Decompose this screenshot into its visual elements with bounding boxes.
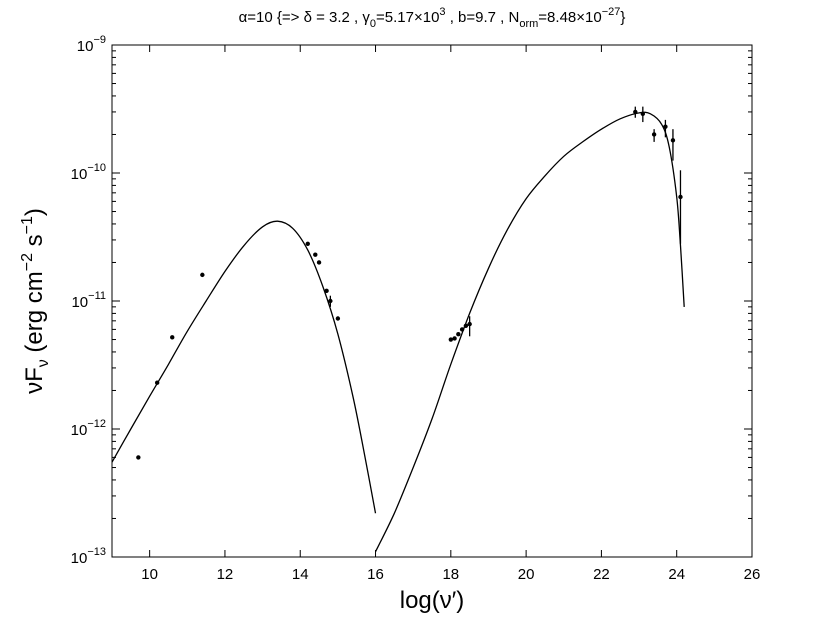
x-tick-label: 16 [367, 566, 384, 583]
data-point [663, 124, 668, 129]
y-axis-label: νFν (erg cm−2 s−1) [19, 208, 52, 394]
data-point [313, 252, 318, 257]
data-points [136, 106, 683, 460]
y-tick-label: 10−12 [71, 418, 106, 439]
x-tick-label: 20 [518, 566, 535, 583]
model-curve-2 [374, 111, 685, 552]
data-point [456, 332, 461, 337]
data-point [200, 272, 205, 278]
data-point [316, 260, 322, 265]
data-point [678, 194, 683, 200]
model-curves [111, 111, 685, 552]
chart-title: α=10 {=> δ = 3.2 , γ0=5.17×103 , b=9.7 ,… [239, 6, 626, 30]
y-axis: 10−13 10−12 10−11 10−10 10−9 [71, 34, 752, 567]
data-point [467, 321, 472, 327]
x-tick-label: 24 [668, 566, 685, 583]
x-tick-label: 10 [141, 566, 158, 583]
x-tick-label: 26 [744, 566, 761, 583]
data-point [324, 288, 329, 294]
data-point [670, 138, 676, 143]
data-point [463, 323, 469, 329]
data-point [448, 337, 454, 342]
x-axis: 10 12 14 16 18 20 22 24 26 [141, 45, 760, 583]
plot-frame [111, 44, 753, 558]
data-point [452, 336, 457, 341]
data-point [328, 298, 333, 304]
x-axis-label: log(ν′) [400, 587, 465, 614]
x-tick-label: 18 [442, 566, 459, 583]
x-tick-label: 12 [217, 566, 234, 583]
data-point [335, 316, 341, 321]
x-tick-label: 14 [292, 566, 309, 583]
data-point [651, 132, 657, 137]
data-point [305, 241, 310, 246]
data-point [170, 335, 175, 340]
data-point [633, 109, 638, 115]
y-tick-label: 10−9 [77, 34, 106, 55]
data-point [459, 327, 465, 332]
y-tick-label: 10−13 [71, 546, 106, 567]
x-tick-label: 22 [593, 566, 610, 583]
data-point [640, 111, 646, 117]
y-tick-label: 10−10 [71, 162, 106, 183]
data-point [136, 455, 141, 460]
y-tick-label: 10−11 [71, 290, 106, 311]
model-curve-1 [111, 220, 377, 514]
data-point [154, 380, 160, 385]
